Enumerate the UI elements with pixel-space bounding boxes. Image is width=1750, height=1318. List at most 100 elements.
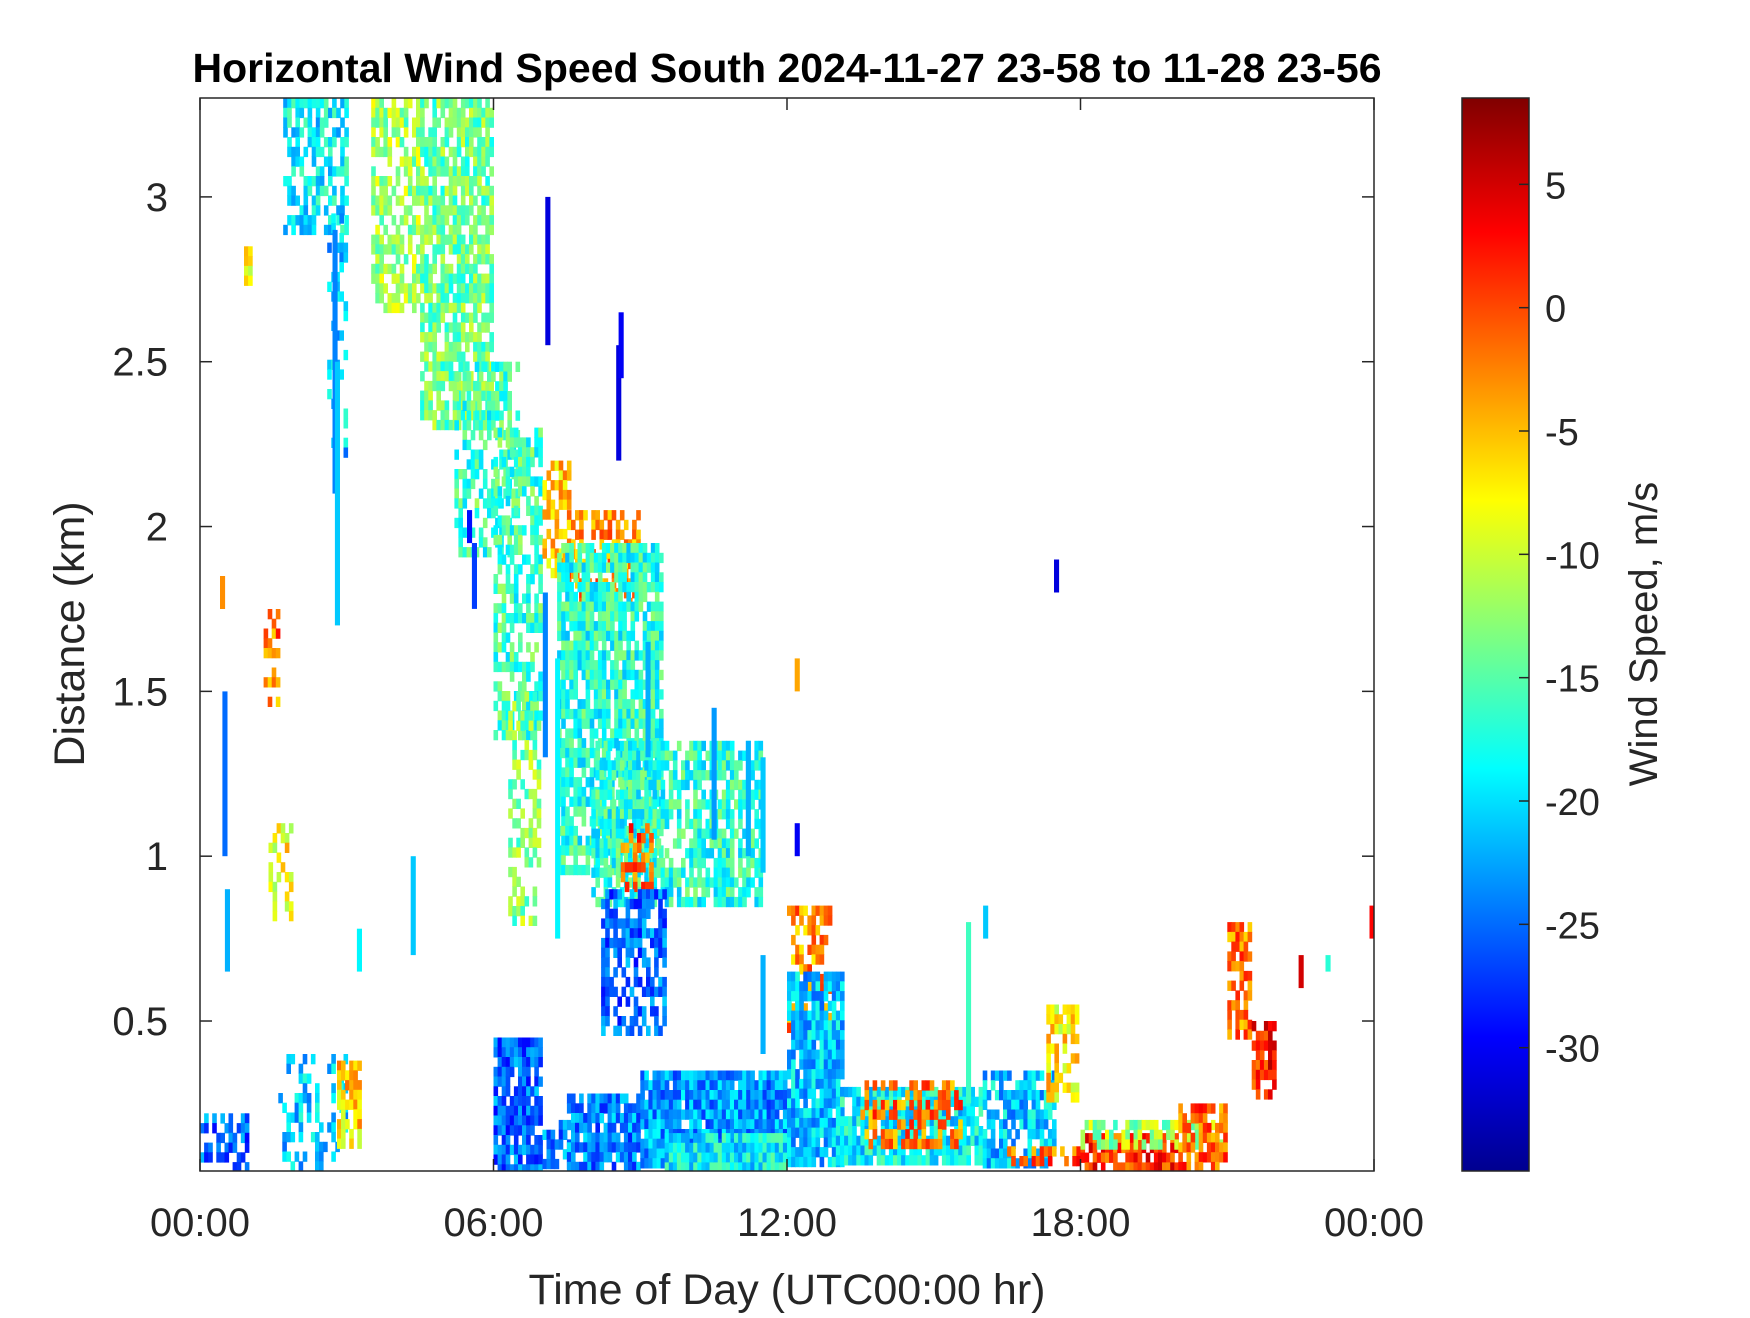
heatmap-cell (613, 947, 618, 958)
heatmap-cell (807, 1088, 812, 1099)
heatmap-cell (497, 534, 503, 546)
heatmap-cell (474, 469, 480, 480)
heatmap-cell (807, 1020, 812, 1031)
heatmap-cell (791, 1049, 796, 1060)
heatmap-cell (613, 908, 618, 919)
heatmap-cell (248, 256, 253, 267)
heatmap-cell (465, 312, 470, 323)
heatmap-cell (489, 341, 494, 353)
heatmap-cell (399, 215, 405, 226)
heatmap-cell (513, 437, 519, 448)
heatmap-cell (754, 896, 759, 908)
heatmap-cell (505, 661, 511, 673)
heatmap-cell (538, 710, 543, 721)
heatmap-cell (1182, 1132, 1187, 1143)
heatmap-cell (375, 273, 380, 284)
heatmap-cell (200, 1152, 205, 1163)
heatmap-cell (725, 809, 731, 820)
heatmap-cell (340, 224, 345, 236)
heatmap-cell (428, 390, 433, 401)
heatmap-cell (811, 1049, 817, 1060)
heatmap-cell (646, 816, 652, 827)
heatmap-cell (244, 1132, 250, 1144)
heatmap-cell (420, 273, 425, 284)
heatmap-cell (1223, 1142, 1228, 1153)
heatmap-cell (644, 799, 649, 810)
heatmap-cell (795, 1147, 800, 1158)
heatmap-cell (630, 699, 636, 710)
heatmap-cell (534, 1135, 539, 1146)
heatmap-cell (357, 1128, 362, 1140)
heatmap-cell (1003, 1148, 1008, 1159)
heatmap-cell (909, 1086, 914, 1098)
heatmap-cell (619, 779, 625, 791)
heatmap-cell (623, 799, 629, 810)
heatmap-cell (444, 127, 450, 138)
heatmap-cell (844, 1086, 849, 1098)
heatmap-cell (905, 1116, 910, 1127)
heatmap-cell (685, 779, 690, 791)
heatmap-cell (1019, 1119, 1024, 1130)
heatmap-cell (646, 957, 651, 968)
heatmap-cell (294, 1151, 300, 1162)
heatmap-cell (766, 1162, 772, 1171)
heatmap-cell (331, 1093, 336, 1104)
heatmap-cell (395, 254, 401, 265)
heatmap-cell (491, 527, 496, 538)
heatmap-cell (823, 1049, 829, 1060)
heatmap-cell (501, 456, 507, 468)
heatmap-cell (532, 896, 538, 907)
heatmap-cell (650, 669, 656, 681)
heatmap-cell (518, 1115, 523, 1126)
heatmap-cell (383, 224, 388, 236)
heatmap-cell (705, 848, 711, 859)
heatmap-cell (872, 1080, 878, 1091)
heatmap-cell (323, 137, 329, 148)
heatmap-cell (860, 1116, 865, 1127)
heatmap-cell (689, 1080, 694, 1091)
heatmap-cell (634, 728, 640, 739)
heatmap-cell (750, 1080, 755, 1091)
heatmap-cell (815, 1030, 821, 1041)
heatmap-cell (660, 867, 666, 878)
heatmap-cell (295, 215, 300, 226)
heatmap-cell (337, 1138, 342, 1149)
heatmap-cell (811, 1078, 817, 1090)
heatmap-cell (520, 691, 525, 702)
heatmap-cell (522, 1125, 527, 1136)
heatmap-cell (614, 679, 619, 690)
heatmap-cell (746, 1152, 751, 1163)
heatmap-cell (634, 708, 640, 720)
heatmap-cell (628, 770, 633, 781)
heatmap-cell (391, 185, 397, 197)
heatmap-cell (614, 767, 619, 778)
heatmap-cell (654, 718, 660, 729)
heatmap-cell (448, 419, 454, 431)
heatmap-cell (799, 1039, 804, 1051)
heatmap-cell (1060, 1146, 1065, 1157)
heatmap-cell (416, 156, 421, 167)
heatmap-cell (807, 1049, 812, 1060)
heatmap-cell (1227, 951, 1232, 962)
heatmap-cell (1263, 1060, 1269, 1071)
heatmap-cell (1263, 1069, 1269, 1081)
heatmap-cell (452, 322, 458, 333)
heatmap-cell (228, 1132, 234, 1144)
heatmap-cell (569, 562, 574, 573)
heatmap-cell (1194, 1139, 1200, 1150)
heatmap-cell (613, 1025, 618, 1036)
heatmap-cell (628, 740, 633, 752)
heatmap-cell (925, 1099, 931, 1111)
heatmap-cell (642, 650, 648, 661)
heatmap-cell (610, 728, 615, 739)
heatmap-cell (1027, 1129, 1033, 1140)
heatmap-cell (668, 1109, 674, 1120)
heatmap-cell (416, 263, 421, 275)
heatmap-cell (672, 799, 678, 810)
heatmap-cell (477, 283, 482, 294)
heatmap-cell (672, 770, 678, 781)
heatmap-cell (701, 1090, 706, 1101)
heatmap-cell (452, 234, 458, 245)
heatmap-cell (428, 361, 433, 372)
heatmap-cell (750, 1133, 755, 1144)
